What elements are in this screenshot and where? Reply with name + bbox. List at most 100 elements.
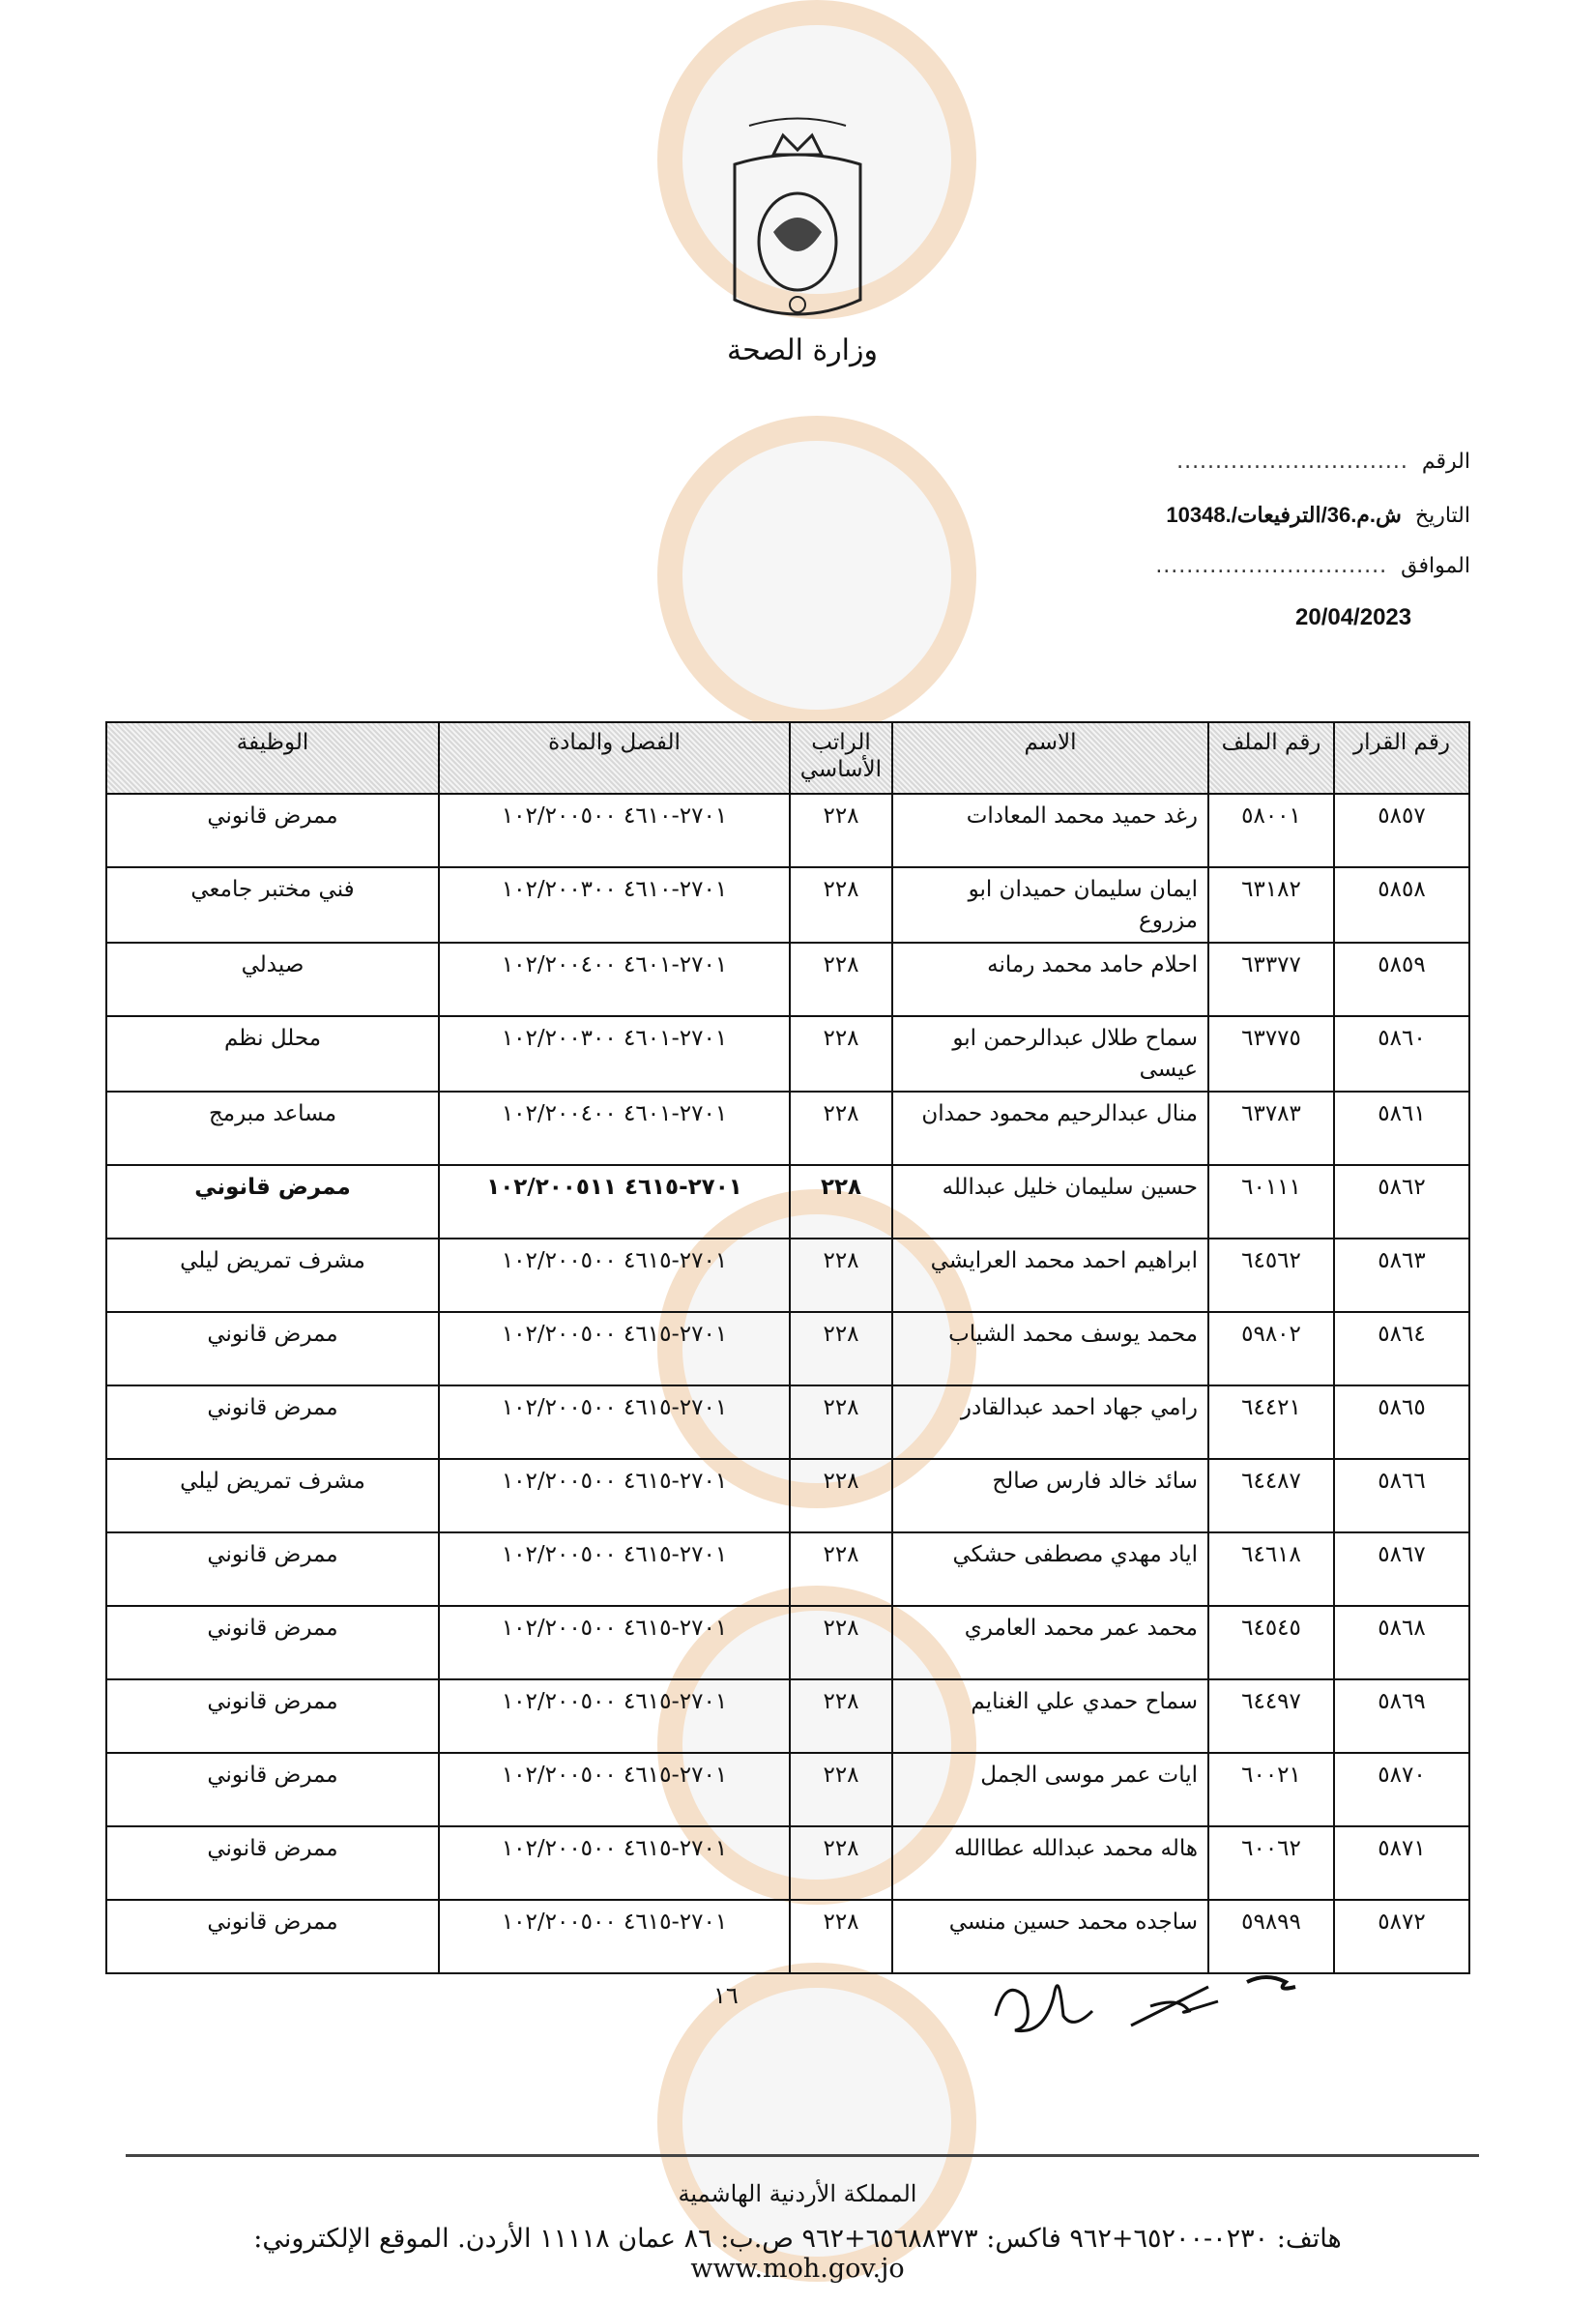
cell-name: سماح طلال عبدالرحمن ابو عيسى: [891, 1015, 1209, 1093]
number-label: الرقم: [1421, 450, 1470, 474]
cell-decision-number: ٥٨٦٧: [1333, 1531, 1470, 1607]
cell-name: هاله محمد عبدالله عطاالله: [891, 1825, 1209, 1901]
cell-file-number: ٦٤٥٦٢: [1207, 1238, 1335, 1313]
cell-job: ممرض قانوني: [105, 1605, 440, 1680]
number-dots: ..............................: [1176, 450, 1408, 474]
cell-basic-salary: ٢٢٨: [789, 866, 893, 944]
cell-job: ممرض قانوني: [105, 1899, 440, 1974]
table-row: ٥٨٦٥ ٦٤٤٢١ رامي جهاد احمد عبدالقادر ٢٢٨ ١٠٢/…: [105, 1385, 1470, 1460]
cell-file-number: ٥٩٨٠٢: [1207, 1311, 1335, 1386]
header-decision-number: رقم القرار: [1333, 721, 1470, 795]
table-row: ٥٨٧١ ٦٠٠٦٢ هاله محمد عبدالله عطاالله ٢٢٨ ١٠٢…: [105, 1825, 1470, 1901]
cell-decision-number: ٥٨٥٧: [1333, 793, 1470, 868]
table-row: ٥٨٦١ ٦٣٧٨٣ منال عبدالرحيم محمود حمدان ٢٢٨ ١٠…: [105, 1091, 1470, 1166]
cell-job: صيدلي: [105, 942, 440, 1017]
cell-decision-number: ٥٨٥٨: [1333, 866, 1470, 944]
cell-job: ممرض قانوني: [105, 1825, 440, 1901]
cell-file-number: ٦٤٦١٨: [1207, 1531, 1335, 1607]
cell-chapter-article: ١٠٢/٢٠٠٥٠٠ ٤٦١٠-٢٧٠١: [438, 793, 791, 868]
table-header-row: رقم القرار رقم الملف الاسم الراتب الأساس…: [105, 721, 1470, 795]
cell-decision-number: ٥٨٦٢: [1333, 1164, 1470, 1239]
cell-file-number: ٦٤٤٢١: [1207, 1385, 1335, 1460]
ministry-name: وزارة الصحة: [727, 334, 878, 367]
cell-basic-salary: ٢٢٨: [789, 1311, 893, 1386]
cell-name: سماح حمدي علي الغنايم: [891, 1678, 1209, 1754]
cell-job: فني مختبر جامعي: [105, 866, 440, 944]
cell-job: محلل نظم: [105, 1015, 440, 1093]
cell-name: رامي جهاد احمد عبدالقادر: [891, 1385, 1209, 1460]
cell-basic-salary: ٢٢٨: [789, 1825, 893, 1901]
table-row: ٥٨٦٠ ٦٣٧٧٥ سماح طلال عبدالرحمن ابو عيسى ٢٢٨…: [105, 1015, 1470, 1093]
cell-chapter-article: ١٠٢/٢٠٠٥١١ ٤٦١٥-٢٧٠١: [438, 1164, 791, 1239]
header-file-number: رقم الملف: [1207, 721, 1335, 795]
table-row: ٥٨٥٩ ٦٣٣٧٧ احلام حامد محمد رمانه ٢٢٨ ١٠٢/٢٠٠…: [105, 942, 1470, 1017]
corresponding-label: الموافق: [1401, 554, 1470, 578]
cell-decision-number: ٥٨٦٥: [1333, 1385, 1470, 1460]
cell-decision-number: ٥٨٧١: [1333, 1825, 1470, 1901]
cell-decision-number: ٥٨٦٦: [1333, 1458, 1470, 1533]
cell-file-number: ٦٣١٨٢: [1207, 866, 1335, 944]
reference-number-row: الرقم ..............................: [1176, 450, 1470, 474]
cell-name: احلام حامد محمد رمانه: [891, 942, 1209, 1017]
table-row: ٥٨٧٢ ٥٩٨٩٩ ساجده محمد حسين منسي ٢٢٨ ١٠٢/٢٠٠٥…: [105, 1899, 1470, 1974]
coat-of-arms-logo: [733, 117, 862, 316]
cell-file-number: ٦٤٥٤٥: [1207, 1605, 1335, 1680]
cell-job: مساعد مبرمج: [105, 1091, 440, 1166]
cell-file-number: ٥٩٨٩٩: [1207, 1899, 1335, 1974]
cell-basic-salary: ٢٢٨: [789, 942, 893, 1017]
table-row: ٥٨٦٩ ٦٤٤٩٧ سماح حمدي علي الغنايم ٢٢٨ ١٠٢/٢٠٠…: [105, 1678, 1470, 1754]
cell-chapter-article: ١٠٢/٢٠٠٥٠٠ ٤٦١٥-٢٧٠١: [438, 1605, 791, 1680]
cell-basic-salary: ٢٢٨: [789, 1091, 893, 1166]
header-name: الاسم: [891, 721, 1209, 795]
cell-name: محمد يوسف محمد الشياب: [891, 1311, 1209, 1386]
cell-chapter-article: ١٠٢/٢٠٠٣٠٠ ٤٦٠١-٢٧٠١: [438, 1015, 791, 1093]
cell-file-number: ٦٣٧٧٥: [1207, 1015, 1335, 1093]
cell-name: اياد مهدي مصطفى حشكي: [891, 1531, 1209, 1607]
cell-chapter-article: ١٠٢/٢٠٠٣٠٠ ٤٦١٠-٢٧٠١: [438, 866, 791, 944]
document-date: 20/04/2023: [1295, 604, 1412, 630]
cell-file-number: ٦٠١١١: [1207, 1164, 1335, 1239]
cell-decision-number: ٥٨٦٨: [1333, 1605, 1470, 1680]
corresponding-dots: ..............................: [1155, 554, 1388, 578]
cell-decision-number: ٥٨٦١: [1333, 1091, 1470, 1166]
cell-name: ساجده محمد حسين منسي: [891, 1899, 1209, 1974]
cell-decision-number: ٥٨٦٤: [1333, 1311, 1470, 1386]
cell-basic-salary: ٢٢٨: [789, 1015, 893, 1093]
cell-basic-salary: ٢٢٨: [789, 1678, 893, 1754]
cell-decision-number: ٥٨٦٣: [1333, 1238, 1470, 1313]
cell-decision-number: ٥٨٦٠: [1333, 1015, 1470, 1093]
corresponding-row: الموافق ..............................: [1155, 554, 1470, 578]
cell-file-number: ٦٣٧٨٣: [1207, 1091, 1335, 1166]
cell-job: ممرض قانوني: [105, 1531, 440, 1607]
cell-job: ممرض قانوني: [105, 1164, 440, 1239]
cell-name: ايات عمر موسى الجمل: [891, 1752, 1209, 1827]
cell-decision-number: ٥٨٦٩: [1333, 1678, 1470, 1754]
cell-file-number: ٦٤٤٩٧: [1207, 1678, 1335, 1754]
cell-basic-salary: ٢٢٨: [789, 1605, 893, 1680]
cell-chapter-article: ١٠٢/٢٠٠٥٠٠ ٤٦١٥-٢٧٠١: [438, 1385, 791, 1460]
cell-name: ابراهيم احمد محمد العرايشي: [891, 1238, 1209, 1313]
cell-basic-salary: ٢٢٨: [789, 1752, 893, 1827]
table-row: ٥٨٥٧ ٥٨٠٠١ رغد حميد محمد المعادات ٢٢٨ ١٠٢/٢٠…: [105, 793, 1470, 868]
watermark-clock: [657, 416, 976, 735]
signatures: [994, 1975, 1296, 2033]
footer-contact: هاتف: ٠٢٣٠-٦٥٢٠٠+٩٦٢ فاكس: ٦٥٦٨٨٣٧٣+٩٦٢ …: [253, 2224, 1342, 2284]
cell-chapter-article: ١٠٢/٢٠٠٥٠٠ ٤٦١٥-٢٧٠١: [438, 1678, 791, 1754]
table-row: ٥٨٦٧ ٦٤٦١٨ اياد مهدي مصطفى حشكي ٢٢٨ ١٠٢/٢٠٠٥…: [105, 1531, 1470, 1607]
promotions-table: رقم القرار رقم الملف الاسم الراتب الأساس…: [105, 721, 1470, 1974]
cell-chapter-article: ١٠٢/٢٠٠٥٠٠ ٤٦١٥-٢٧٠١: [438, 1458, 791, 1533]
cell-job: ممرض قانوني: [105, 1311, 440, 1386]
cell-chapter-article: ١٠٢/٢٠٠٥٠٠ ٤٦١٥-٢٧٠١: [438, 1752, 791, 1827]
header-chapter-article: الفصل والمادة: [438, 721, 791, 795]
cell-basic-salary: ٢٢٨: [789, 1531, 893, 1607]
cell-name: محمد عمر محمد العامري: [891, 1605, 1209, 1680]
footer-divider: [126, 2154, 1479, 2157]
cell-name: منال عبدالرحيم محمود حمدان: [891, 1091, 1209, 1166]
cell-basic-salary: ٢٢٨: [789, 1238, 893, 1313]
table-row: ٥٨٦٣ ٦٤٥٦٢ ابراهيم احمد محمد العرايشي ٢٢٨ ١٠…: [105, 1238, 1470, 1313]
cell-chapter-article: ١٠٢/٢٠٠٤٠٠ ٤٦٠١-٢٧٠١: [438, 1091, 791, 1166]
cell-job: ممرض قانوني: [105, 793, 440, 868]
cell-name: حسين سليمان خليل عبدالله: [891, 1164, 1209, 1239]
table-row: ٥٨٦٨ ٦٤٥٤٥ محمد عمر محمد العامري ٢٢٨ ١٠٢/٢٠٠…: [105, 1605, 1470, 1680]
cell-decision-number: ٥٨٧٠: [1333, 1752, 1470, 1827]
